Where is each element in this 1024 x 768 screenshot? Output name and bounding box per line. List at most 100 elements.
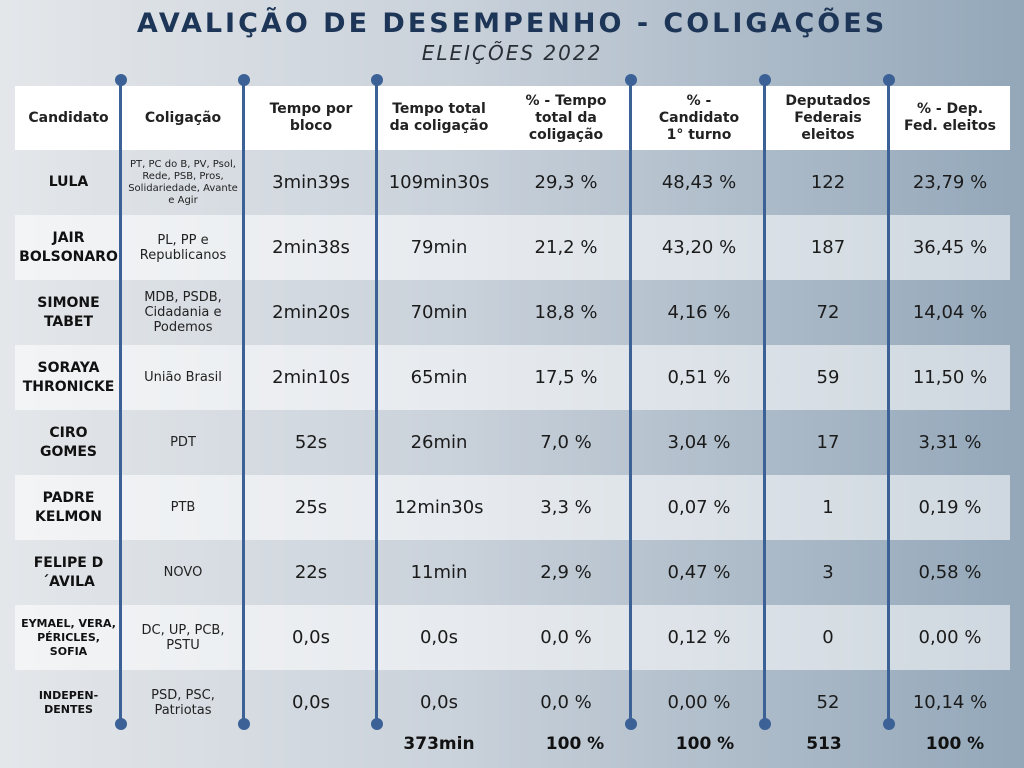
cell-deputados: 59 <box>816 367 840 388</box>
header-pct-tempo: % - Tempo total da coligação <box>525 92 607 143</box>
total-pct-tempo: 100 % <box>545 734 605 754</box>
cell-pct-tempo: 0,0 % <box>540 627 592 648</box>
divider-dot <box>883 718 895 730</box>
cell-tempo-total: 12min30s <box>394 497 484 518</box>
cell-coligacao: PTB <box>170 500 196 515</box>
table-row: PADRE KELMON PTB 25s 12min30s 3,3 % 0,07 % 1 0,… <box>15 475 1010 540</box>
cell-tempo-total: 11min <box>410 562 468 583</box>
divider-dot <box>115 718 127 730</box>
divider-line <box>763 80 766 724</box>
cell-deputados: 3 <box>822 562 834 583</box>
cell-pct-candidato: 4,16 % <box>667 302 731 323</box>
divider-dot <box>238 718 250 730</box>
cell-coligacao: MDB, PSDB, Cidadania e Podemos <box>144 290 222 335</box>
cell-tempo-bloco: 52s <box>294 432 328 453</box>
cell-pct-dep: 36,45 % <box>912 237 988 258</box>
total-pct-dep: 100 % <box>925 734 985 754</box>
cell-deputados: 0 <box>822 627 834 648</box>
cell-pct-tempo: 0,0 % <box>540 692 592 713</box>
cell-tempo-total: 26min <box>410 432 468 453</box>
divider-dot <box>371 718 383 730</box>
divider-dot <box>625 74 637 86</box>
total-tempo: 373min <box>403 734 475 754</box>
divider-line <box>119 80 122 724</box>
cell-candidato: CIRO GOMES <box>40 424 97 460</box>
table-header-row: Candidato Coligação Tempo por bloco Temp… <box>15 86 1010 150</box>
divider-dot <box>625 718 637 730</box>
table-row: FELIPE D´AVILA NOVO 22s 11min 2,9 % 0,47 % 3 0,… <box>15 540 1010 605</box>
cell-coligacao: PL, PP e Republicanos <box>139 232 227 263</box>
cell-deputados: 17 <box>816 432 840 453</box>
cell-deputados: 122 <box>810 172 846 193</box>
divider-line <box>887 80 890 724</box>
cell-candidato: EYMAEL, VERA, PÉRICLES, SOFIA <box>21 616 116 658</box>
cell-tempo-bloco: 3min39s <box>272 172 350 193</box>
cell-pct-dep: 10,14 % <box>912 692 988 713</box>
table-row: SIMONE TABET MDB, PSDB, Cidadania e Podem… <box>15 280 1010 345</box>
cell-pct-candidato: 3,04 % <box>667 432 731 453</box>
cell-candidato: INDEPEN- DENTES <box>38 688 99 716</box>
cell-pct-dep: 0,19 % <box>918 497 982 518</box>
cell-pct-dep: 0,00 % <box>918 627 982 648</box>
total-deputados: 513 <box>806 734 842 754</box>
divider-dot <box>883 74 895 86</box>
header-tempo-total: Tempo total da coligação <box>389 101 489 134</box>
cell-tempo-total: 0,0s <box>419 627 458 648</box>
divider-dot <box>759 718 771 730</box>
cell-coligacao: NOVO <box>163 565 203 580</box>
cell-tempo-bloco: 2min10s <box>272 367 350 388</box>
cell-tempo-total: 65min <box>410 367 468 388</box>
header-coligacao: Coligação <box>144 109 222 126</box>
divider-dot <box>238 74 250 86</box>
cell-coligacao: PSD, PSC, Patriotas <box>151 687 215 718</box>
total-pct-candidato: 100 % <box>675 734 735 754</box>
cell-pct-candidato: 0,07 % <box>667 497 731 518</box>
cell-pct-tempo: 3,3 % <box>540 497 592 518</box>
cell-pct-tempo: 2,9 % <box>540 562 592 583</box>
cell-pct-tempo: 7,0 % <box>540 432 592 453</box>
page-subtitle: ELEIÇÕES 2022 <box>421 41 603 65</box>
divider-line <box>242 80 245 724</box>
cell-pct-candidato: 43,20 % <box>661 237 737 258</box>
cell-tempo-total: 70min <box>410 302 468 323</box>
cell-tempo-bloco: 2min20s <box>272 302 350 323</box>
cell-pct-candidato: 0,51 % <box>667 367 731 388</box>
table-row: LULA PT, PC do B, PV, Psol, Rede, PSB, Pr… <box>15 150 1010 215</box>
cell-deputados: 187 <box>810 237 846 258</box>
cell-pct-tempo: 17,5 % <box>534 367 598 388</box>
cell-pct-dep: 14,04 % <box>912 302 988 323</box>
totals-row: 373min 100 % 100 % 513 100 % <box>15 729 1010 759</box>
cell-pct-tempo: 21,2 % <box>534 237 598 258</box>
divider-dot <box>115 74 127 86</box>
cell-pct-candidato: 48,43 % <box>661 172 737 193</box>
cell-pct-dep: 11,50 % <box>912 367 988 388</box>
header-pct-candidato: % - Candidato 1° turno <box>658 92 740 143</box>
table-row: JAIR BOLSONARO PL, PP e Republicanos 2min3… <box>15 215 1010 280</box>
cell-pct-candidato: 0,47 % <box>667 562 731 583</box>
cell-candidato: SORAYA THRONICKE <box>22 359 115 395</box>
header-deputados: Deputados Federais eleitos <box>785 92 871 143</box>
cell-candidato: SIMONE TABET <box>37 294 100 330</box>
cell-pct-tempo: 29,3 % <box>534 172 598 193</box>
cell-coligacao: DC, UP, PCB, PSTU <box>141 622 225 653</box>
table-row: INDEPEN- DENTES PSD, PSC, Patriotas 0,0s 0,… <box>15 670 1010 735</box>
table-row: SORAYA THRONICKE União Brasil 2min10s 65min… <box>15 345 1010 410</box>
cell-coligacao: União Brasil <box>144 370 222 385</box>
cell-pct-dep: 23,79 % <box>912 172 988 193</box>
cell-candidato: JAIR BOLSONARO <box>19 229 118 265</box>
cell-deputados: 72 <box>816 302 840 323</box>
header-pct-dep: % - Dep. Fed. eleitos <box>904 101 996 134</box>
cell-coligacao: PDT <box>170 435 196 450</box>
divider-line <box>375 80 378 724</box>
cell-tempo-total: 79min <box>410 237 468 258</box>
table-row: EYMAEL, VERA, PÉRICLES, SOFIA DC, UP, PCB… <box>15 605 1010 670</box>
divider-dot <box>759 74 771 86</box>
divider-line <box>629 80 632 724</box>
cell-deputados: 52 <box>816 692 840 713</box>
cell-tempo-bloco: 2min38s <box>272 237 350 258</box>
cell-tempo-total: 109min30s <box>388 172 490 193</box>
cell-tempo-bloco: 22s <box>294 562 328 583</box>
cell-deputados: 1 <box>822 497 834 518</box>
cell-pct-dep: 3,31 % <box>918 432 982 453</box>
cell-coligacao: PT, PC do B, PV, Psol, Rede, PSB, Pros, … <box>128 158 238 206</box>
